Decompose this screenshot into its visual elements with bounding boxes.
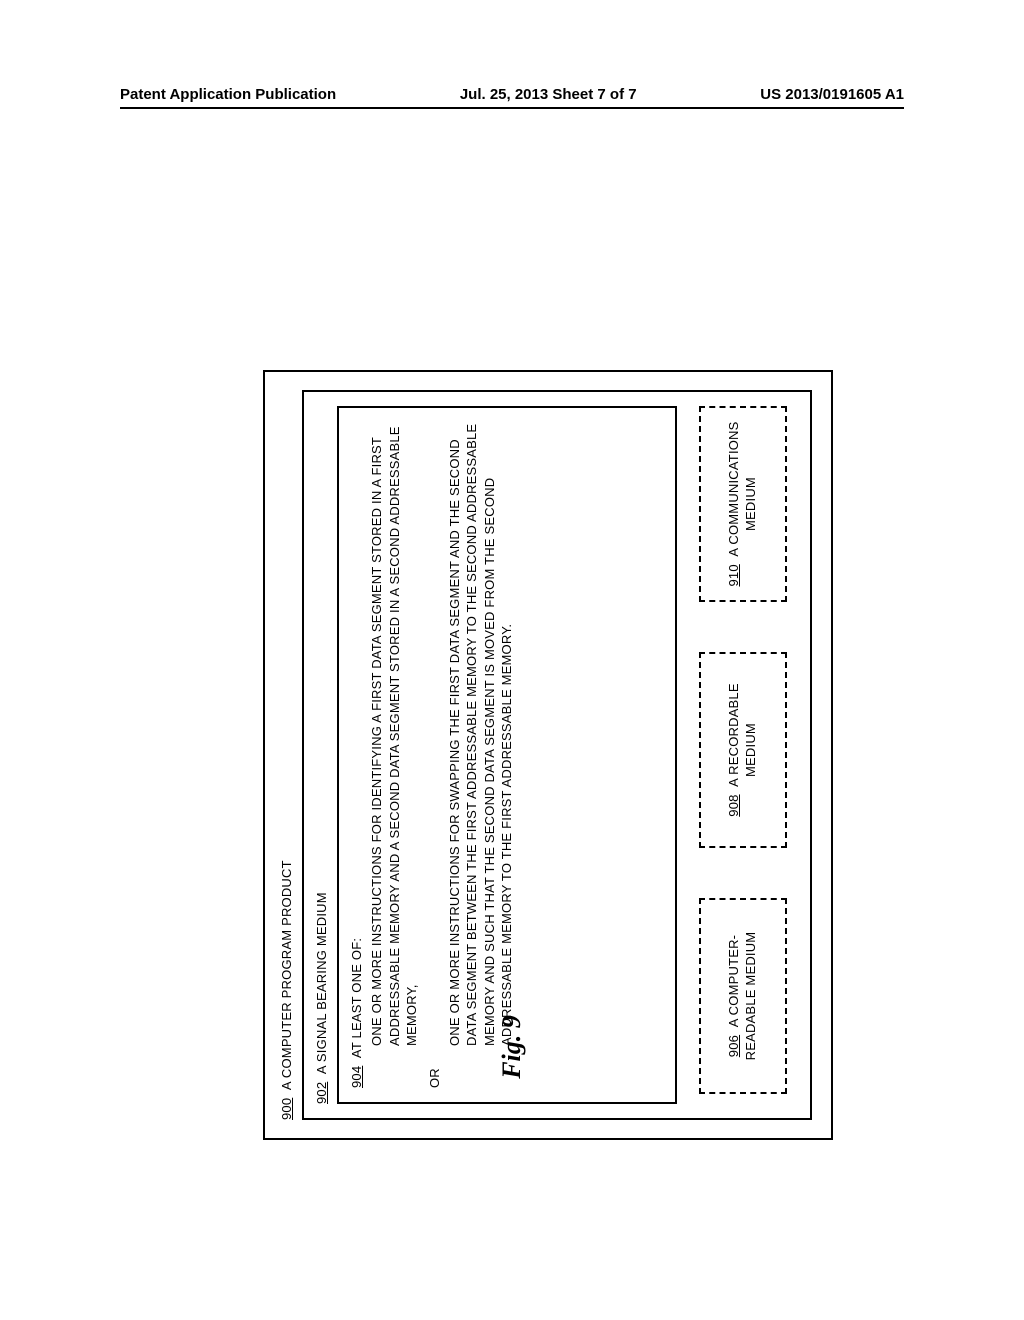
ref-900: 900: [279, 1098, 294, 1120]
diagram-container: 900 A COMPUTER PROGRAM PRODUCT 902 A SIG…: [228, 205, 868, 1305]
figure-label: Fig. 9: [497, 1015, 527, 1079]
patent-page: Patent Application Publication Jul. 25, …: [0, 0, 1024, 1320]
page-header: Patent Application Publication Jul. 25, …: [120, 86, 904, 109]
ref-908: 908: [726, 794, 741, 816]
header-left: Patent Application Publication: [120, 86, 336, 103]
box-904: 904 AT LEAST ONE OF: ONE OR MORE INSTRUC…: [337, 406, 677, 1104]
box-900-title: 900 A COMPUTER PROGRAM PRODUCT: [279, 390, 294, 1120]
title-904-text: AT LEAST ONE OF:: [349, 938, 364, 1058]
ref-902: 902: [314, 1082, 329, 1104]
box-902-title: 902 A SIGNAL BEARING MEDIUM: [314, 406, 329, 1104]
ref-910: 910: [726, 564, 741, 586]
box-910: 910 A COMMUNICATIONS MEDIUM: [699, 406, 787, 602]
ref-906: 906: [726, 1035, 741, 1057]
box-908: 908 A RECORDABLE MEDIUM: [699, 652, 787, 848]
box-902: 902 A SIGNAL BEARING MEDIUM 904 AT LEAST…: [302, 390, 812, 1120]
text-910: A COMMUNICATIONS MEDIUM: [726, 421, 758, 556]
box-904-title: 904 AT LEAST ONE OF:: [349, 422, 364, 1088]
box-900: 900 A COMPUTER PROGRAM PRODUCT 902 A SIG…: [263, 370, 833, 1140]
text-908: A RECORDABLE MEDIUM: [726, 683, 758, 787]
box-910-label: 910 A COMMUNICATIONS MEDIUM: [726, 416, 760, 592]
header-center: Jul. 25, 2013 Sheet 7 of 7: [460, 86, 637, 103]
media-row: 906 A COMPUTER-READABLE MEDIUM 908 A REC…: [699, 406, 787, 1094]
instruction-2: ONE OR MORE INSTRUCTIONS FOR SWAPPING TH…: [446, 422, 516, 1046]
box-908-label: 908 A RECORDABLE MEDIUM: [726, 662, 760, 838]
or-label: OR: [427, 422, 442, 1088]
box-906-label: 906 A COMPUTER-READABLE MEDIUM: [726, 908, 760, 1084]
ref-904: 904: [349, 1066, 364, 1088]
header-right: US 2013/0191605 A1: [760, 86, 904, 103]
title-902-text: A SIGNAL BEARING MEDIUM: [314, 892, 329, 1074]
box-906: 906 A COMPUTER-READABLE MEDIUM: [699, 898, 787, 1094]
instruction-1: ONE OR MORE INSTRUCTIONS FOR IDENTIFYING…: [368, 422, 421, 1046]
title-900-text: A COMPUTER PROGRAM PRODUCT: [279, 860, 294, 1090]
